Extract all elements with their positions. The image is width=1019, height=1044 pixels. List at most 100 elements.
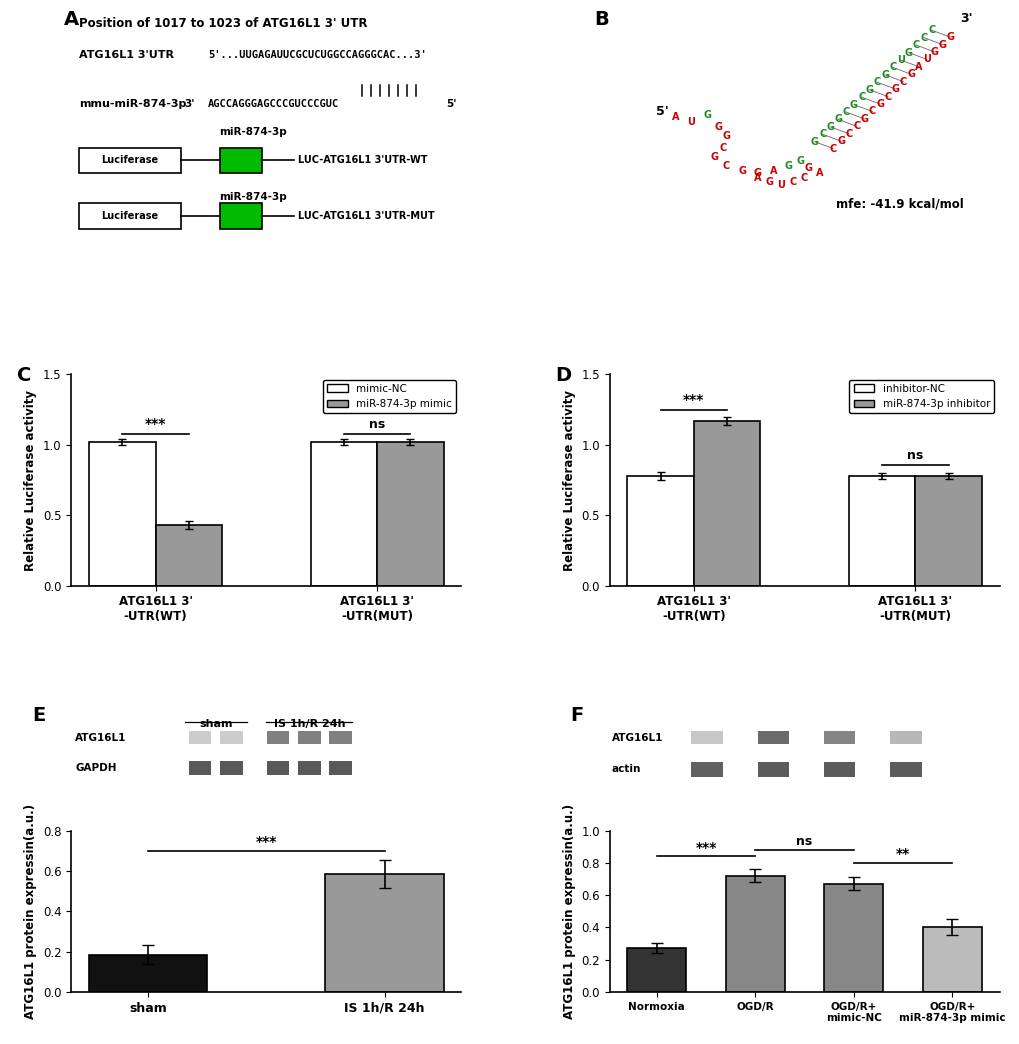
Text: **: ** <box>895 848 909 861</box>
Y-axis label: Relative Luciferase activity: Relative Luciferase activity <box>24 389 38 570</box>
Text: G: G <box>721 130 730 141</box>
Text: C: C <box>845 128 852 139</box>
Text: C: C <box>872 77 880 88</box>
Bar <box>311 442 377 586</box>
Text: G: G <box>810 137 818 147</box>
Text: miR-874-3p: miR-874-3p <box>219 192 287 201</box>
Text: G: G <box>702 110 710 120</box>
Bar <box>220 731 243 744</box>
Text: mfe: -41.9 kcal/mol: mfe: -41.9 kcal/mol <box>835 198 963 211</box>
Text: A: A <box>63 10 78 29</box>
Text: U: U <box>776 180 785 190</box>
Text: U: U <box>687 117 695 127</box>
Bar <box>329 731 352 744</box>
Bar <box>219 147 262 173</box>
Text: E: E <box>33 707 46 726</box>
Text: A: A <box>769 166 776 175</box>
Bar <box>189 761 211 776</box>
Text: LUC-ATG16L1 3'UTR-MUT: LUC-ATG16L1 3'UTR-MUT <box>298 211 434 221</box>
Text: ATG16L1: ATG16L1 <box>611 733 662 742</box>
Bar <box>627 948 686 992</box>
Text: 3': 3' <box>184 99 195 109</box>
Text: sham: sham <box>199 718 232 729</box>
Text: ***: *** <box>683 393 704 407</box>
Text: C: C <box>889 63 896 72</box>
Text: G: G <box>860 114 868 124</box>
Bar <box>848 476 914 586</box>
Text: G: G <box>714 121 722 132</box>
Legend: mimic-NC, miR-874-3p mimic: mimic-NC, miR-874-3p mimic <box>323 380 455 413</box>
Text: C: C <box>842 106 849 117</box>
Bar <box>89 442 156 586</box>
Text: mmu-miR-874-3p: mmu-miR-874-3p <box>79 99 186 109</box>
Text: G: G <box>891 85 899 94</box>
Text: G: G <box>825 122 834 132</box>
Text: C: C <box>828 144 837 153</box>
Bar <box>726 876 785 992</box>
Text: G: G <box>946 32 954 42</box>
Text: ns: ns <box>906 449 922 461</box>
Text: G: G <box>864 85 872 95</box>
Text: ns: ns <box>369 418 385 431</box>
Text: 5': 5' <box>656 105 668 118</box>
Bar <box>189 731 211 744</box>
Bar <box>377 442 443 586</box>
Bar <box>693 421 759 586</box>
Text: IS 1h/R 24h: IS 1h/R 24h <box>273 718 344 729</box>
Text: A: A <box>914 62 922 72</box>
Text: C: C <box>927 25 934 35</box>
Text: actin: actin <box>611 764 640 775</box>
Text: C: C <box>919 32 926 43</box>
Text: G: G <box>849 99 857 110</box>
Bar <box>890 762 921 777</box>
Bar <box>627 476 693 586</box>
Text: C: C <box>789 177 796 187</box>
Text: U: U <box>922 54 930 65</box>
Text: Luciferase: Luciferase <box>101 156 158 165</box>
Text: G: G <box>710 151 718 162</box>
Text: G: G <box>875 99 883 109</box>
Bar <box>757 762 789 777</box>
Text: Position of 1017 to 1023 of ATG16L1 3' UTR: Position of 1017 to 1023 of ATG16L1 3' U… <box>79 18 367 30</box>
Bar <box>298 731 320 744</box>
Bar <box>156 525 222 586</box>
Bar <box>325 874 443 992</box>
Text: G: G <box>880 70 889 79</box>
Bar <box>922 927 981 992</box>
Text: F: F <box>570 707 583 726</box>
Bar <box>267 761 289 776</box>
Bar <box>89 954 207 992</box>
Bar <box>79 147 180 173</box>
Text: miR-874-3p: miR-874-3p <box>219 126 287 137</box>
Bar <box>757 731 789 744</box>
Y-axis label: Relative Luciferase activity: Relative Luciferase activity <box>562 389 575 570</box>
Text: A: A <box>815 168 823 179</box>
Bar <box>329 761 352 776</box>
Bar <box>890 731 921 744</box>
Text: ***: *** <box>695 840 716 855</box>
Bar <box>691 731 722 744</box>
Text: C: C <box>883 92 891 101</box>
Bar <box>220 761 243 776</box>
Text: C: C <box>800 172 807 183</box>
Text: C: C <box>852 121 860 132</box>
Text: C: C <box>718 143 726 152</box>
Text: G: G <box>764 177 772 187</box>
Bar <box>691 762 722 777</box>
Text: LUC-ATG16L1 3'UTR-WT: LUC-ATG16L1 3'UTR-WT <box>298 156 427 165</box>
Text: G: G <box>753 168 761 179</box>
Text: 5': 5' <box>445 99 455 109</box>
Text: B: B <box>593 10 608 29</box>
Text: C: C <box>868 106 875 117</box>
Text: D: D <box>554 366 571 385</box>
Text: GAPDH: GAPDH <box>75 763 117 773</box>
Text: G: G <box>796 157 804 166</box>
Text: ns: ns <box>796 835 812 849</box>
Text: A: A <box>672 113 679 122</box>
Y-axis label: ATG16L1 protein expressin(a.u.): ATG16L1 protein expressin(a.u.) <box>24 804 38 1019</box>
Legend: inhibitor-NC, miR-874-3p inhibitor: inhibitor-NC, miR-874-3p inhibitor <box>849 380 994 413</box>
Text: 5'...UUGAGAUUCGCUCUGGCCAGGGCAC...3': 5'...UUGAGAUUCGCUCUGGCCAGGGCAC...3' <box>208 50 426 60</box>
Bar <box>219 204 262 229</box>
Text: G: G <box>785 161 792 171</box>
Text: C: C <box>818 129 825 139</box>
